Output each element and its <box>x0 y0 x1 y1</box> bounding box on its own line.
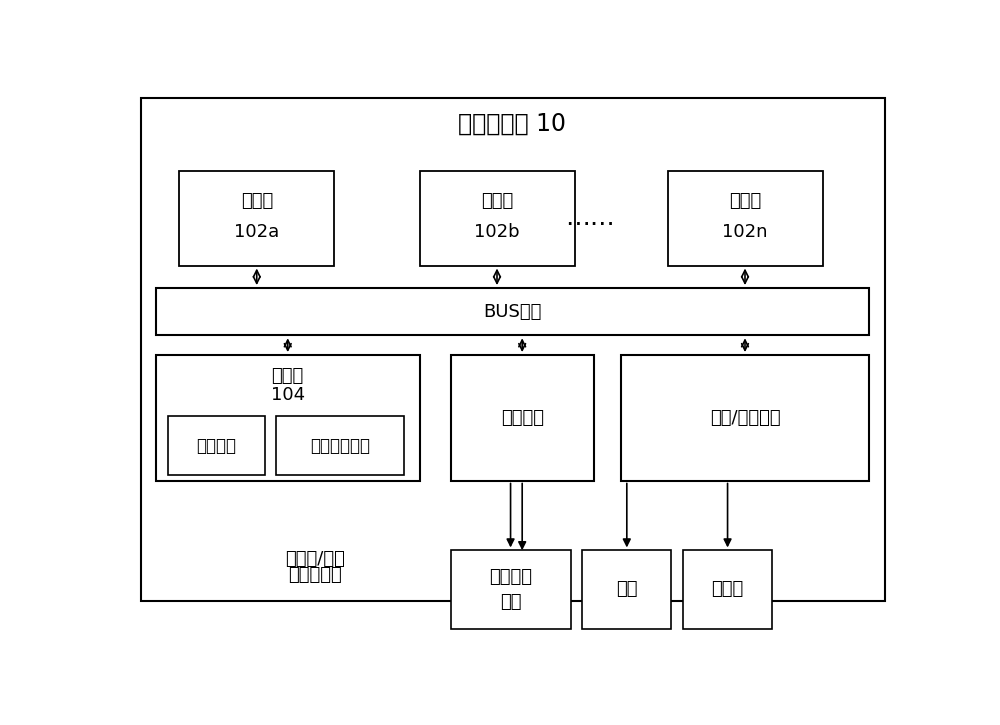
Bar <box>156 355 420 481</box>
Bar <box>276 416 404 475</box>
Text: 104: 104 <box>271 386 305 404</box>
Text: BUS总线: BUS总线 <box>483 303 542 320</box>
Text: 处理器: 处理器 <box>729 192 761 210</box>
Text: 计算机终端 10: 计算机终端 10 <box>458 111 566 136</box>
Text: 存储器: 存储器 <box>272 367 304 385</box>
Bar <box>621 355 869 481</box>
Bar <box>582 550 671 629</box>
Bar <box>683 550 772 629</box>
Text: 键盘: 键盘 <box>616 581 638 598</box>
Text: 102b: 102b <box>474 223 520 241</box>
Text: 程序指令: 程序指令 <box>196 436 236 455</box>
Bar <box>450 550 571 629</box>
Text: 设备: 设备 <box>500 593 521 610</box>
Text: ……: …… <box>565 206 615 231</box>
Text: 处理器: 处理器 <box>241 192 273 210</box>
Text: 数据存储装置: 数据存储装置 <box>310 436 370 455</box>
Text: 输入/输出接口: 输入/输出接口 <box>710 409 780 427</box>
Bar <box>668 171 822 265</box>
Bar <box>420 171 574 265</box>
Bar <box>450 355 594 481</box>
Bar <box>168 416 264 475</box>
Text: 线网络连接: 线网络连接 <box>288 566 342 584</box>
Bar <box>179 171 334 265</box>
Text: 102n: 102n <box>722 223 768 241</box>
Text: 光标控制: 光标控制 <box>489 568 532 586</box>
Text: 102a: 102a <box>234 223 279 241</box>
Text: 有线和/或无: 有线和/或无 <box>285 550 345 568</box>
Text: 显示器: 显示器 <box>711 581 744 598</box>
Text: 处理器: 处理器 <box>481 192 513 210</box>
Text: 网络接口: 网络接口 <box>501 409 544 427</box>
Bar <box>156 288 869 336</box>
